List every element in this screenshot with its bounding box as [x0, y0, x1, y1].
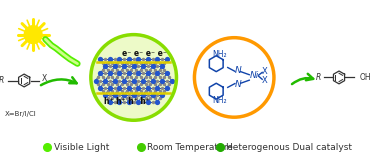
- Text: R: R: [0, 76, 5, 85]
- Text: e⁻ e⁻ e⁻ e⁻: e⁻ e⁻ e⁻ e⁻: [122, 49, 167, 58]
- Text: X: X: [262, 67, 268, 76]
- Text: R: R: [316, 73, 321, 82]
- Circle shape: [24, 26, 42, 43]
- Text: N: N: [234, 80, 241, 89]
- Text: Visible Light: Visible Light: [54, 142, 109, 152]
- Text: h⁺ h⁺ h⁺ h⁺: h⁺ h⁺ h⁺ h⁺: [104, 97, 149, 106]
- Text: X: X: [41, 75, 46, 83]
- Text: X: X: [262, 76, 268, 85]
- Circle shape: [194, 38, 274, 117]
- Text: N: N: [234, 66, 241, 75]
- Text: X=Br/I/Cl: X=Br/I/Cl: [5, 111, 36, 117]
- Text: Ni: Ni: [249, 71, 259, 80]
- Text: Heterogenous Dual catalyst: Heterogenous Dual catalyst: [226, 142, 352, 152]
- Text: OH: OH: [360, 73, 372, 82]
- Text: NH₂: NH₂: [212, 96, 227, 105]
- Text: Room Temperature: Room Temperature: [147, 142, 233, 152]
- Circle shape: [91, 35, 177, 120]
- Text: NH₂: NH₂: [212, 50, 227, 59]
